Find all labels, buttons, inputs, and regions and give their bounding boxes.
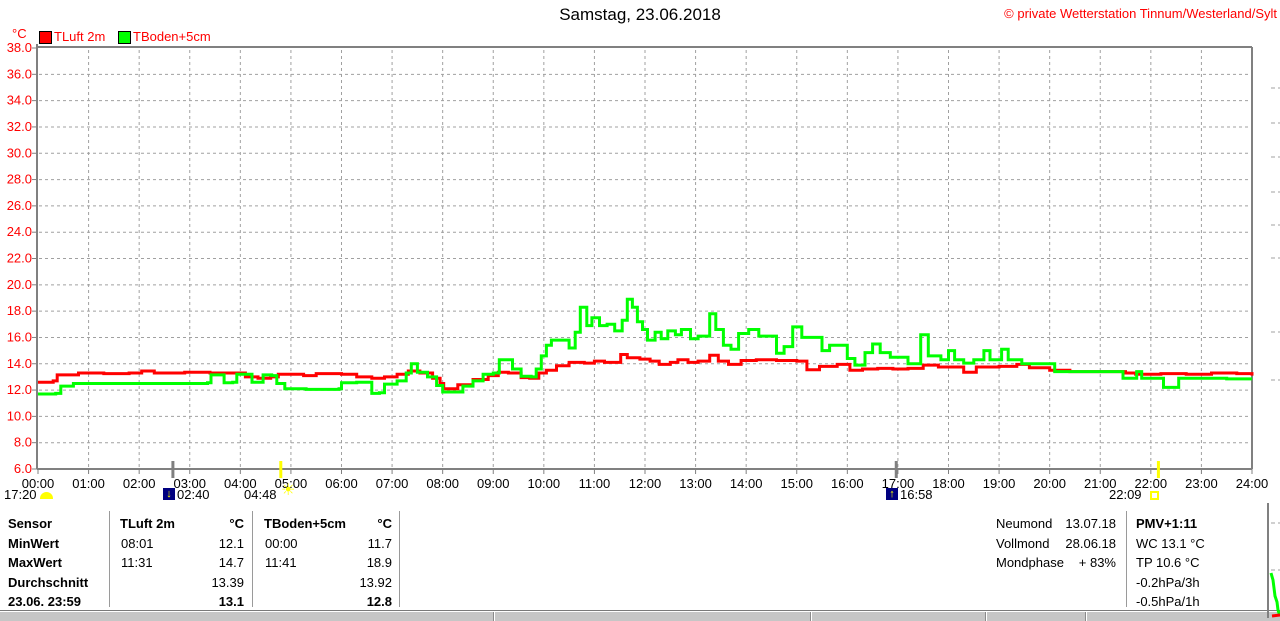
svg-text:14:00: 14:00 (730, 476, 763, 491)
tluft-max-value: 14.7 (218, 555, 244, 570)
stats-row-label: MaxWert (8, 555, 62, 570)
svg-text:20:00: 20:00 (1033, 476, 1066, 491)
svg-text:07:00: 07:00 (376, 476, 409, 491)
pressure-trend-3h-label: -0.2hPa/3h (1136, 575, 1200, 590)
svg-text:30.0: 30.0 (7, 145, 32, 160)
astro-value: + 83% (1078, 555, 1116, 570)
svg-text:16:00: 16:00 (831, 476, 864, 491)
dewpoint-label: TP 10.6 °C (1136, 555, 1200, 570)
astro-label: Neumond (996, 516, 1053, 531)
astro-label: Mondphase (996, 555, 1064, 570)
tboden-last-value: 12.8 (366, 594, 392, 609)
svg-text:28.0: 28.0 (7, 172, 32, 187)
svg-text:14.0: 14.0 (7, 356, 32, 371)
svg-text:6.0: 6.0 (14, 461, 32, 476)
svg-text:10.0: 10.0 (7, 408, 32, 423)
svg-text:23:00: 23:00 (1185, 476, 1218, 491)
tboden-unit: °C (377, 516, 392, 531)
table-separator (399, 511, 400, 607)
moon-horizon-icon (40, 492, 53, 499)
status-bar-separator (1085, 612, 1086, 621)
tboden-avg-value: 13.92 (359, 575, 392, 590)
tboden-min-time: 00:00 (265, 536, 298, 551)
pressure-trend-1h-label: -0.5hPa/1h (1136, 594, 1200, 609)
status-bar-separator (985, 612, 986, 621)
legend-swatch-tluft (39, 31, 52, 44)
tluft-avg-value: 13.39 (211, 575, 244, 590)
y-axis-unit-label: °C (12, 26, 27, 41)
stats-row-label: Sensor (8, 516, 53, 531)
status-bar (0, 610, 1280, 621)
moonset-time-label: 02:40 (177, 487, 210, 502)
tboden-min-value: 11.7 (367, 536, 392, 551)
astro-label: Vollmond (996, 536, 1050, 551)
tluft-last-value: 13.1 (218, 594, 244, 609)
copyright-label: © private Wetterstation Tinnum/Westerlan… (1004, 6, 1277, 21)
sunset-time-label: 22:09 (1109, 487, 1142, 502)
svg-text:02:00: 02:00 (123, 476, 156, 491)
svg-text:11:00: 11:00 (579, 476, 611, 491)
tluft-min-time: 08:01 (121, 536, 154, 551)
svg-text:18:00: 18:00 (932, 476, 965, 491)
tboden-header: TBoden+5cm (264, 516, 346, 531)
svg-text:01:00: 01:00 (72, 476, 105, 491)
svg-text:38.0: 38.0 (7, 40, 32, 55)
svg-text:13:00: 13:00 (679, 476, 712, 491)
svg-text:24:00: 24:00 (1236, 476, 1269, 491)
status-bar-separator (493, 612, 494, 621)
moonrise-arrow-icon: ↑ (886, 488, 898, 500)
moonrise-time-label: 16:58 (900, 487, 933, 502)
svg-text:18.0: 18.0 (7, 303, 32, 318)
windchill-label: WC 13.1 °C (1136, 536, 1205, 551)
status-bar-separator (810, 612, 811, 621)
moon-previous-time-label: 17:20 (4, 487, 37, 502)
svg-text:09:00: 09:00 (477, 476, 510, 491)
page-title: Samstag, 23.06.2018 (559, 5, 721, 24)
svg-text:12:00: 12:00 (629, 476, 662, 491)
svg-text:10:00: 10:00 (528, 476, 561, 491)
astro-value: 28.06.18 (1065, 536, 1116, 551)
svg-text:16.0: 16.0 (7, 329, 32, 344)
svg-text:26.0: 26.0 (7, 198, 32, 213)
tluft-max-time: 11:31 (121, 555, 153, 570)
pmv-label: PMV+1:11 (1136, 516, 1198, 531)
legend-label-tboden: TBoden+5cm (133, 29, 211, 44)
stats-row-label: MinWert (8, 536, 60, 551)
svg-text:22.0: 22.0 (7, 251, 32, 266)
table-separator (109, 511, 110, 607)
tluft-header: TLuft 2m (120, 516, 175, 531)
astro-value: 13.07.18 (1065, 516, 1116, 531)
moonset-arrow-icon: ↓ (163, 488, 175, 500)
svg-text:20.0: 20.0 (7, 277, 32, 292)
table-separator (1126, 511, 1127, 607)
tluft-unit: °C (229, 516, 244, 531)
sunrise-sun-icon: ☀ (281, 482, 296, 499)
svg-text:36.0: 36.0 (7, 66, 32, 81)
stats-row-label: Durchschnitt (8, 575, 89, 590)
tluft-min-value: 12.1 (218, 536, 244, 551)
svg-text:34.0: 34.0 (7, 93, 32, 108)
svg-text:15:00: 15:00 (780, 476, 813, 491)
legend-swatch-tboden (118, 31, 131, 44)
stats-row-label: 23.06. 23:59 (8, 594, 82, 609)
tboden-max-value: 18.9 (366, 555, 392, 570)
svg-text:8.0: 8.0 (14, 435, 32, 450)
tboden-max-time: 11:41 (265, 555, 297, 570)
sunrise-time-label: 04:48 (244, 487, 277, 502)
svg-text:19:00: 19:00 (983, 476, 1016, 491)
svg-text:08:00: 08:00 (426, 476, 459, 491)
svg-text:12.0: 12.0 (7, 382, 32, 397)
svg-text:06:00: 06:00 (325, 476, 358, 491)
table-separator (252, 511, 253, 607)
svg-text:24.0: 24.0 (7, 224, 32, 239)
legend-label-tluft: TLuft 2m (54, 29, 106, 44)
sunset-sun-icon (1150, 491, 1159, 500)
svg-text:32.0: 32.0 (7, 119, 32, 134)
